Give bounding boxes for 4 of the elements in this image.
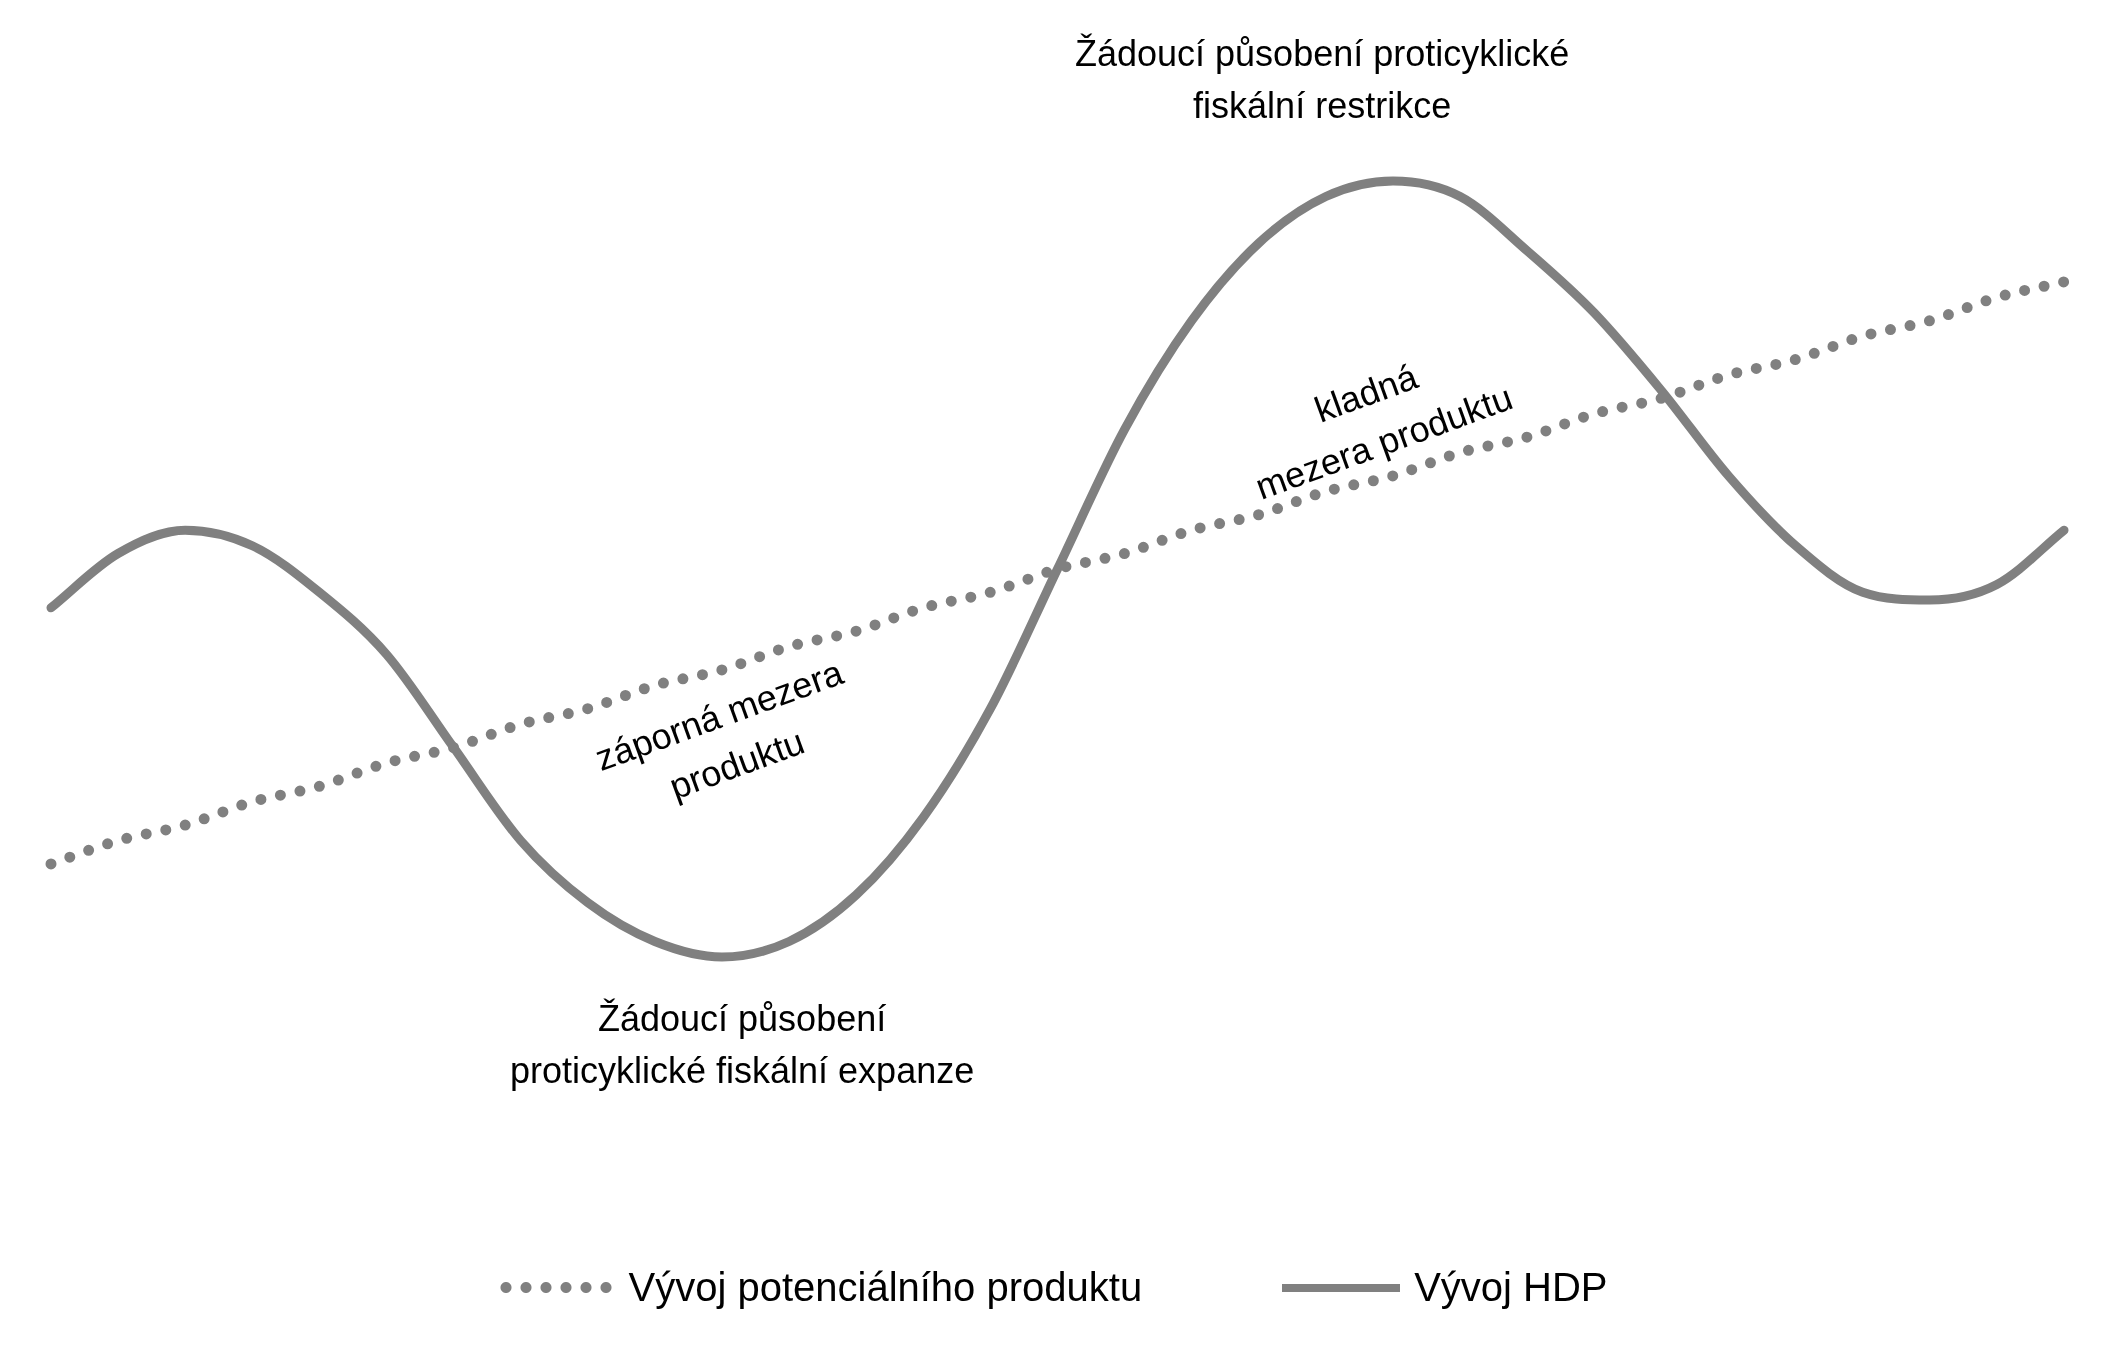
text: Žádoucí působení proticyklické fiskální expanze [510,997,975,1093]
text: Žádoucí působení proticyklické fiskální restrikce [1075,32,1570,128]
legend-label: Vývoj potenciálního produktu [628,1265,1143,1310]
legend-label: Vývoj HDP [1414,1265,1608,1310]
